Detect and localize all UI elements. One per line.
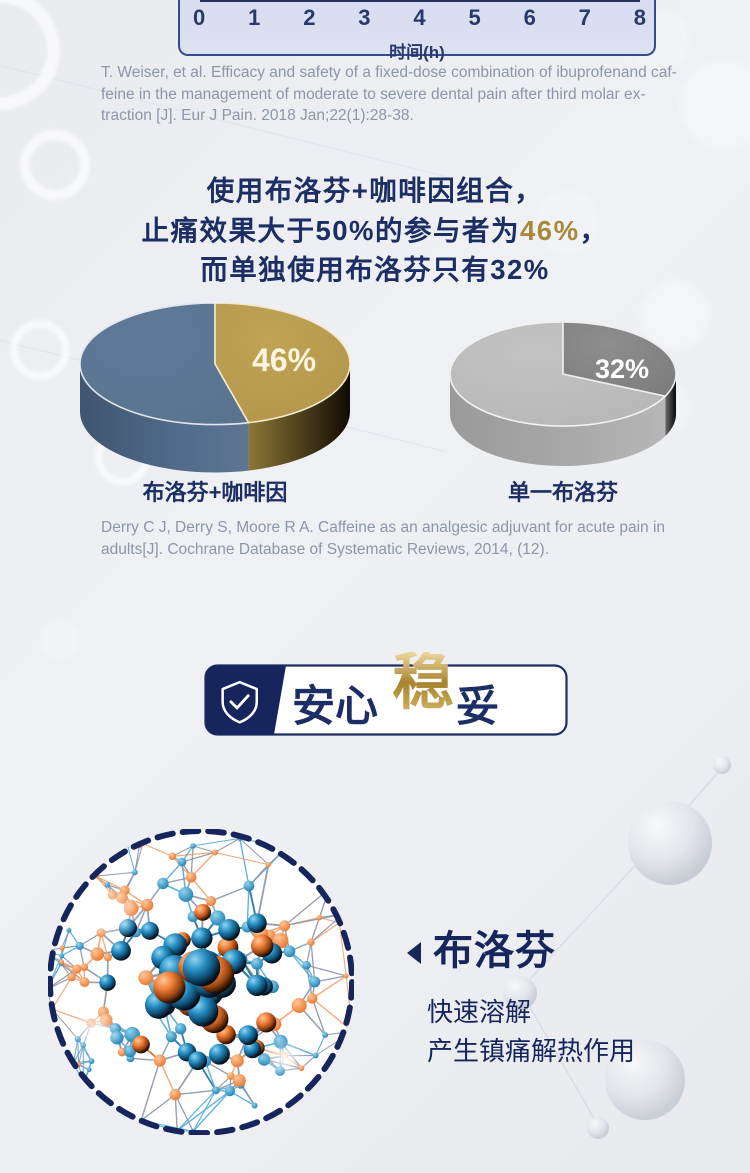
- svg-text:46%: 46%: [252, 342, 316, 378]
- svg-text:32%: 32%: [595, 354, 649, 384]
